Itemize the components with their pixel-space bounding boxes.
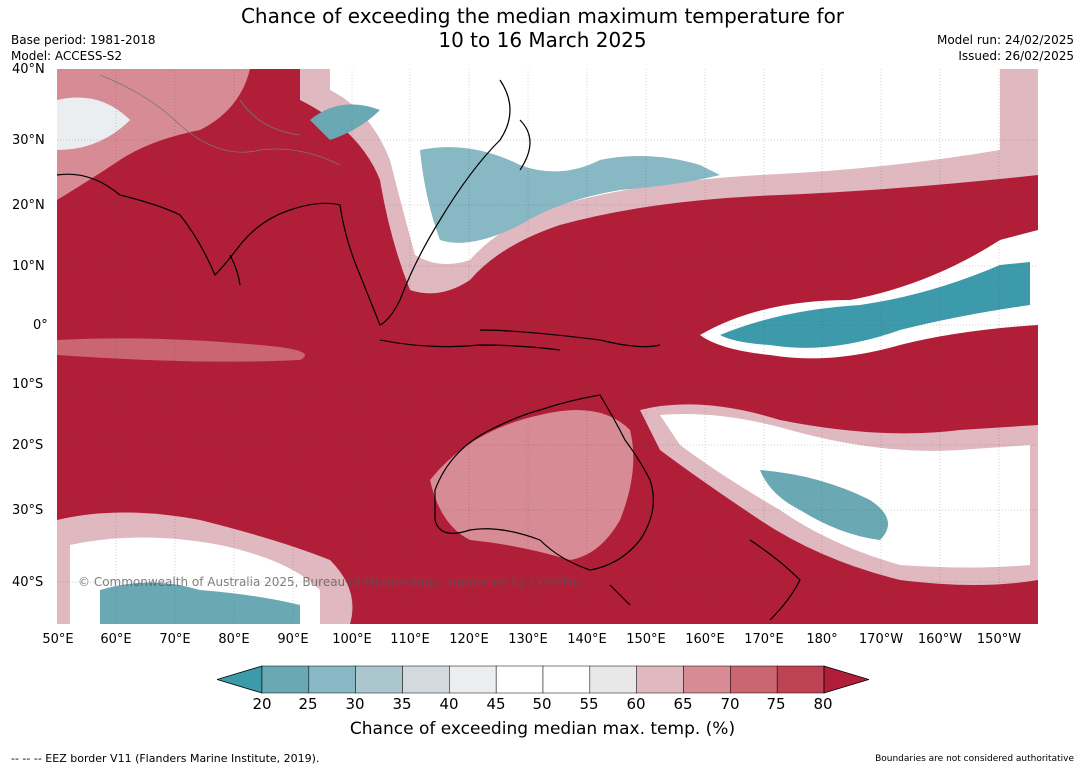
colorbar-tick: 50 — [532, 695, 552, 713]
meta-right: Model run: 24/02/2025 Issued: 26/02/2025 — [937, 32, 1074, 64]
lat-label: 30°N — [12, 133, 45, 148]
colorbar-segment — [636, 665, 684, 694]
colorbar-segment — [542, 665, 591, 694]
eez-note: -- -- -- EEZ border V11 (Flanders Marine… — [11, 752, 320, 765]
lon-label: 150°E — [626, 632, 666, 647]
lat-label: 0° — [33, 318, 48, 333]
lon-label: 50°E — [42, 632, 74, 647]
colorbar-tick: 60 — [626, 695, 646, 713]
base-period: Base period: 1981-2018 — [11, 33, 156, 47]
colorbar-tick: 45 — [486, 695, 506, 713]
lon-label: 140°E — [567, 632, 607, 647]
lat-label: 20°S — [12, 438, 44, 453]
model-run: Model run: 24/02/2025 — [936, 33, 1074, 47]
colorbar-tick: 80 — [813, 695, 833, 713]
title-line-2: 10 to 16 March 2025 — [438, 28, 647, 52]
lon-label: 110°E — [390, 632, 430, 647]
boundary-disclaimer: Boundaries are not considered authoritat… — [875, 754, 1074, 764]
colorbar-tick: 70 — [720, 695, 740, 713]
colorbar-segment — [776, 665, 825, 694]
lat-label: 10°N — [12, 259, 45, 274]
model-name: Model: ACCESS-S2 — [11, 49, 123, 63]
lon-label: 170°W — [858, 632, 904, 647]
colorbar-tick: 65 — [673, 695, 693, 713]
colorbar-title: Chance of exceeding median max. temp. (%… — [349, 719, 736, 739]
meta-left: Base period: 1981-2018 Model: ACCESS-S2 — [11, 32, 156, 64]
lat-label: 40°N — [12, 62, 45, 77]
colorbar-low-arrow — [217, 665, 263, 694]
colorbar-segment — [308, 665, 356, 694]
lat-label: 30°S — [12, 503, 44, 518]
colorbar-segment — [261, 665, 310, 694]
issued-date: Issued: 26/02/2025 — [958, 49, 1074, 63]
colorbar-segment — [449, 665, 497, 694]
colorbar-segment — [730, 665, 778, 694]
lon-label: 80°E — [218, 632, 250, 647]
lon-label: 160°W — [917, 632, 963, 647]
colorbar-segment — [355, 665, 403, 694]
colorbar-segment — [589, 665, 637, 694]
lon-label: 120°E — [449, 632, 489, 647]
lon-label: 60°E — [100, 632, 132, 647]
title-line-1: Chance of exceeding the median maximum t… — [240, 4, 845, 28]
lon-label: 130°E — [508, 632, 548, 647]
lon-label: 160°E — [685, 632, 725, 647]
colorbar-segment — [683, 665, 731, 694]
lon-label: 150°W — [976, 632, 1022, 647]
lat-label: 10°S — [12, 377, 44, 392]
map-title: Chance of exceeding the median maximum t… — [0, 4, 1085, 52]
lon-label: 100°E — [332, 632, 372, 647]
lon-label: 90°E — [277, 632, 309, 647]
colorbar-tick: 55 — [579, 695, 599, 713]
colorbar-high-arrow — [823, 665, 869, 694]
colorbar — [217, 665, 869, 694]
lat-label: 40°S — [12, 575, 44, 590]
colorbar-tick: 30 — [345, 695, 365, 713]
copyright-watermark: © Commonwealth of Australia 2025, Bureau… — [78, 575, 584, 589]
lon-label: 70°E — [159, 632, 191, 647]
lon-label: 170°E — [744, 632, 784, 647]
colorbar-segment — [402, 665, 450, 694]
colorbar-tick: 75 — [766, 695, 786, 713]
colorbar-segment — [495, 665, 544, 694]
colorbar-tick: 20 — [252, 695, 272, 713]
lat-label: 20°N — [12, 198, 45, 213]
colorbar-tick: 25 — [298, 695, 318, 713]
lon-label: 180° — [806, 632, 838, 647]
colorbar-tick: 40 — [439, 695, 459, 713]
colorbar-tick: 35 — [392, 695, 412, 713]
